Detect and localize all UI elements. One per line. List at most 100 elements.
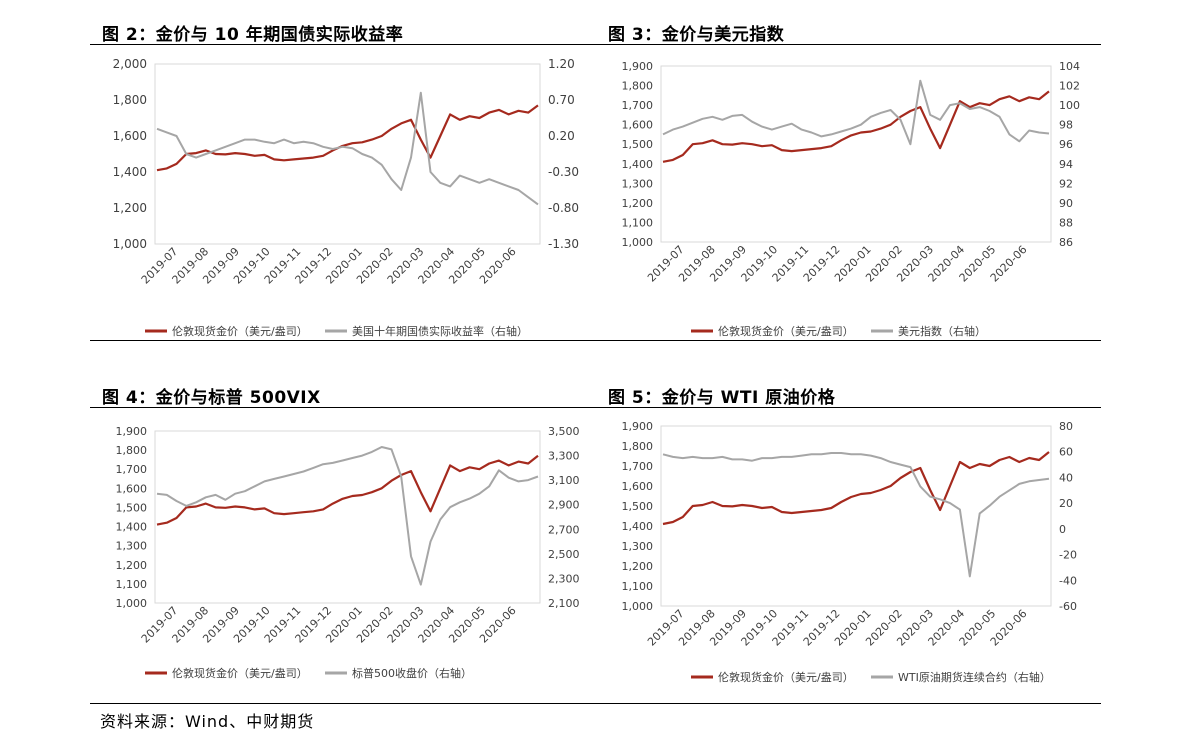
right-axis-tick-label: 2,300: [548, 572, 580, 585]
right-axis-tick-label: 40: [1059, 471, 1073, 484]
chart-plot: 2,000 1,800 1,600 1,400 1,200 1,000 1.20 0.70 0.…: [113, 57, 579, 338]
panel-bottom-divider: [596, 340, 1101, 341]
right-axis-tick-label: 2,900: [548, 499, 580, 512]
left-axis-tick-label: 1,400: [622, 520, 654, 533]
right-axis-tick-label: 88: [1059, 216, 1073, 229]
chart-area: 1,900 1,800 1,700 1,600 1,500 1,400 1,300 1,200…: [622, 420, 1077, 649]
left-axis-tick-label: 1,600: [116, 482, 148, 495]
right-axis-tick-label: 90: [1059, 197, 1073, 210]
left-axis-tick-label: 1,200: [622, 560, 654, 573]
chart-panel-gold-vs-sp500: 图 4：金价与标普 500VIX 1,900 1,800 1,700 1,600 1,5…: [90, 383, 596, 703]
title-divider: [90, 44, 596, 45]
left-axis-tick-label: 2,000: [113, 57, 147, 71]
legend-label-0: 伦敦现货金价（美元/盎司）: [718, 324, 854, 338]
right-axis-tick-label: 80: [1059, 420, 1073, 433]
legend-label-0: 伦敦现货金价（美元/盎司）: [172, 324, 308, 338]
left-axis-tick-label: 1,500: [116, 501, 148, 514]
left-axis-tick-label: 1,000: [113, 237, 147, 251]
right-axis-tick-label: -0.80: [548, 201, 579, 215]
series-line-1: [662, 79, 1050, 146]
left-axis-tick-label: 1,500: [622, 138, 654, 151]
chart-panel-gold-vs-wti: 图 5：金价与 WTI 原油价格 1,900 1,800 1,700 1,600 1,5…: [596, 383, 1101, 703]
legend-label-1: WTI原油期货连续合约（右轴）: [898, 670, 1051, 684]
right-axis-tick-label: 60: [1059, 446, 1073, 459]
legend-label-0: 伦敦现货金价（美元/盎司）: [718, 670, 854, 684]
left-axis-tick-label: 1,500: [622, 500, 654, 513]
source-note: 资料来源：Wind、中财期货: [100, 712, 315, 731]
left-axis-tick-label: 1,400: [116, 521, 148, 534]
figure-bottom-divider: [90, 703, 1101, 704]
chart-panel-gold-vs-dollar-index: 图 3：金价与美元指数 1,900 1,800 1,700 1,600 1,500 1,4…: [596, 20, 1101, 345]
left-axis-tick-label: 1,300: [622, 540, 654, 553]
left-axis-tick-label: 1,700: [116, 463, 148, 476]
chart-area: 2,000 1,800 1,600 1,400 1,200 1,000 1.20 0.70 0.…: [113, 57, 579, 287]
left-axis-tick-label: 1,900: [622, 420, 654, 433]
plot-frame: [660, 425, 1052, 607]
series-line-1: [156, 91, 539, 206]
chart-legend: 伦敦现货金价（美元/盎司） 标普500收盘价（右轴）: [145, 666, 472, 680]
left-axis-tick-label: 1,200: [113, 201, 147, 215]
right-axis-tick-label: -60: [1059, 600, 1077, 613]
right-axis-tick-label: 98: [1059, 119, 1073, 132]
right-axis-tick-label: 100: [1059, 99, 1080, 112]
series-line-0: [662, 90, 1050, 163]
series-line-0: [156, 104, 539, 172]
chart-title: 图 4：金价与标普 500VIX: [102, 388, 321, 408]
left-axis-tick-label: 1,900: [622, 60, 654, 73]
right-axis-tick-label: -20: [1059, 549, 1077, 562]
right-axis-tick-label: -0.30: [548, 165, 579, 179]
title-divider: [90, 407, 596, 408]
chart-title: 图 5：金价与 WTI 原油价格: [608, 388, 836, 408]
series-line-1: [156, 446, 539, 586]
right-axis-tick-label: 102: [1059, 80, 1080, 93]
right-axis-tick-label: 2,700: [548, 523, 580, 536]
right-axis-tick-label: 20: [1059, 497, 1073, 510]
left-axis-tick-label: 1,100: [622, 216, 654, 229]
left-axis-tick-label: 1,100: [622, 580, 654, 593]
right-axis-tick-label: 104: [1059, 60, 1080, 73]
right-axis-tick-label: 0.20: [548, 129, 575, 143]
left-axis-tick-label: 1,000: [622, 236, 654, 249]
right-axis-tick-label: 1.20: [548, 57, 575, 71]
right-axis-tick-label: 2,500: [548, 548, 580, 561]
chart-plot: 1,900 1,800 1,700 1,600 1,500 1,400 1,300 1,200…: [622, 420, 1077, 684]
panel-bottom-divider: [90, 340, 596, 341]
chart-panel-gold-vs-real-yield: 图 2：金价与 10 年期国债实际收益率 2,000 1,800 1,600 1,40…: [90, 20, 596, 345]
chart-area: 1,900 1,800 1,700 1,600 1,500 1,400 1,300 1,200…: [622, 60, 1081, 285]
left-axis-tick-label: 1,600: [113, 129, 147, 143]
right-axis-tick-label: 3,100: [548, 474, 580, 487]
legend-label-0: 伦敦现货金价（美元/盎司）: [172, 666, 308, 680]
chart-legend: 伦敦现货金价（美元/盎司） WTI原油期货连续合约（右轴）: [691, 670, 1051, 684]
plot-frame: [154, 63, 541, 245]
right-axis-tick-label: 92: [1059, 177, 1073, 190]
chart-area: 1,900 1,800 1,700 1,600 1,500 1,400 1,300 1,200…: [116, 425, 580, 646]
chart-title: 图 3：金价与美元指数: [608, 25, 785, 45]
series-line-1: [662, 452, 1050, 578]
right-axis-tick-label: -40: [1059, 574, 1077, 587]
left-axis-tick-label: 1,300: [622, 177, 654, 190]
left-axis-tick-label: 1,700: [622, 99, 654, 112]
left-axis-tick-label: 1,600: [622, 480, 654, 493]
right-axis-tick-label: 3,500: [548, 425, 580, 438]
left-axis-tick-label: 1,700: [622, 460, 654, 473]
title-divider: [596, 407, 1101, 408]
plot-frame: [660, 65, 1052, 243]
left-axis-tick-label: 1,300: [116, 540, 148, 553]
left-axis-tick-label: 1,400: [622, 158, 654, 171]
right-axis-tick-label: 3,300: [548, 450, 580, 463]
chart-legend: 伦敦现货金价（美元/盎司） 美元指数（右轴）: [691, 324, 986, 338]
left-axis-tick-label: 1,100: [116, 578, 148, 591]
left-axis-tick-label: 1,800: [116, 444, 148, 457]
left-axis-tick-label: 1,000: [116, 597, 148, 610]
left-axis-tick-label: 1,900: [116, 425, 148, 438]
right-axis-tick-label: -1.30: [548, 237, 579, 251]
plot-frame: [154, 430, 541, 604]
title-divider: [596, 44, 1101, 45]
legend-label-1: 标普500收盘价（右轴）: [352, 666, 472, 680]
left-axis-tick-label: 1,000: [622, 600, 654, 613]
right-axis-tick-label: 0.70: [548, 93, 575, 107]
right-axis-tick-label: 96: [1059, 138, 1073, 151]
left-axis-tick-label: 1,200: [622, 197, 654, 210]
left-axis-tick-label: 1,800: [622, 80, 654, 93]
series-line-0: [156, 454, 539, 526]
